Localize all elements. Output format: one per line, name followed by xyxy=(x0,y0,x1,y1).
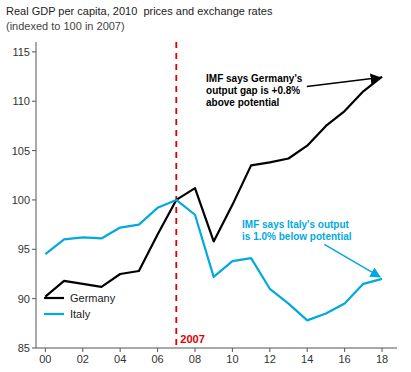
reference-label: 2007 xyxy=(180,333,204,345)
annotation-line: IMF says Italy's output xyxy=(242,219,350,230)
x-tick-label: 12 xyxy=(264,353,276,365)
y-tick xyxy=(32,298,36,299)
series-line xyxy=(45,200,382,320)
y-tick xyxy=(32,101,36,102)
y-tick xyxy=(32,249,36,250)
chart: Real GDP per capita, 2010 prices and exc… xyxy=(0,0,411,372)
x-tick xyxy=(344,348,345,352)
annotation: IMF says Germany'soutput gap is +0.8%abo… xyxy=(206,73,303,108)
x-tick-label: 10 xyxy=(226,353,238,365)
y-tick-label: 115 xyxy=(12,46,30,58)
x-tick-label: 04 xyxy=(114,353,126,365)
legend-swatch xyxy=(44,313,64,315)
x-tick xyxy=(307,348,308,352)
y-tick-label: 95 xyxy=(18,243,30,255)
x-tick-label: 06 xyxy=(151,353,163,365)
y-tick xyxy=(32,348,36,349)
x-tick-label: 14 xyxy=(301,353,313,365)
annotation-line: above potential xyxy=(206,97,280,108)
x-axis xyxy=(36,348,397,349)
annotation-line: output gap is +0.8% xyxy=(206,85,300,96)
x-tick xyxy=(269,348,270,352)
y-axis xyxy=(36,42,37,348)
y-tick-label: 85 xyxy=(18,342,30,354)
y-tick-label: 110 xyxy=(12,95,30,107)
x-tick xyxy=(382,348,383,352)
y-tick-label: 90 xyxy=(18,293,30,305)
plot-area xyxy=(45,42,382,348)
x-tick xyxy=(120,348,121,352)
x-tick-label: 16 xyxy=(339,353,351,365)
x-tick-label: 18 xyxy=(376,353,388,365)
y-tick xyxy=(32,199,36,200)
x-tick-label: 00 xyxy=(39,353,51,365)
x-tick-label: 08 xyxy=(189,353,201,365)
x-tick xyxy=(194,348,195,352)
y-tick-label: 105 xyxy=(12,145,30,157)
series-line xyxy=(45,77,382,297)
x-tick xyxy=(45,348,46,352)
reference-line xyxy=(175,42,177,348)
x-tick xyxy=(82,348,83,352)
y-tick xyxy=(32,51,36,52)
x-tick xyxy=(232,348,233,352)
legend-swatch xyxy=(44,297,64,299)
y-tick xyxy=(32,150,36,151)
title: Real GDP per capita, 2010 prices and exc… xyxy=(6,5,273,17)
annotation-line: is 1.0% below potential xyxy=(242,231,352,242)
x-tick-label: 02 xyxy=(77,353,89,365)
annotation: IMF says Italy's outputis 1.0% below pot… xyxy=(242,219,352,242)
annotation-arrow xyxy=(324,244,380,277)
legend-label: Italy xyxy=(70,308,91,320)
x-tick xyxy=(157,348,158,352)
y-tick-label: 100 xyxy=(12,194,30,206)
annotation-line: IMF says Germany's xyxy=(206,73,303,84)
annotation-arrow xyxy=(307,78,380,87)
legend-label: Germany xyxy=(70,292,116,304)
subtitle: (indexed to 100 in 2007) xyxy=(6,20,125,32)
